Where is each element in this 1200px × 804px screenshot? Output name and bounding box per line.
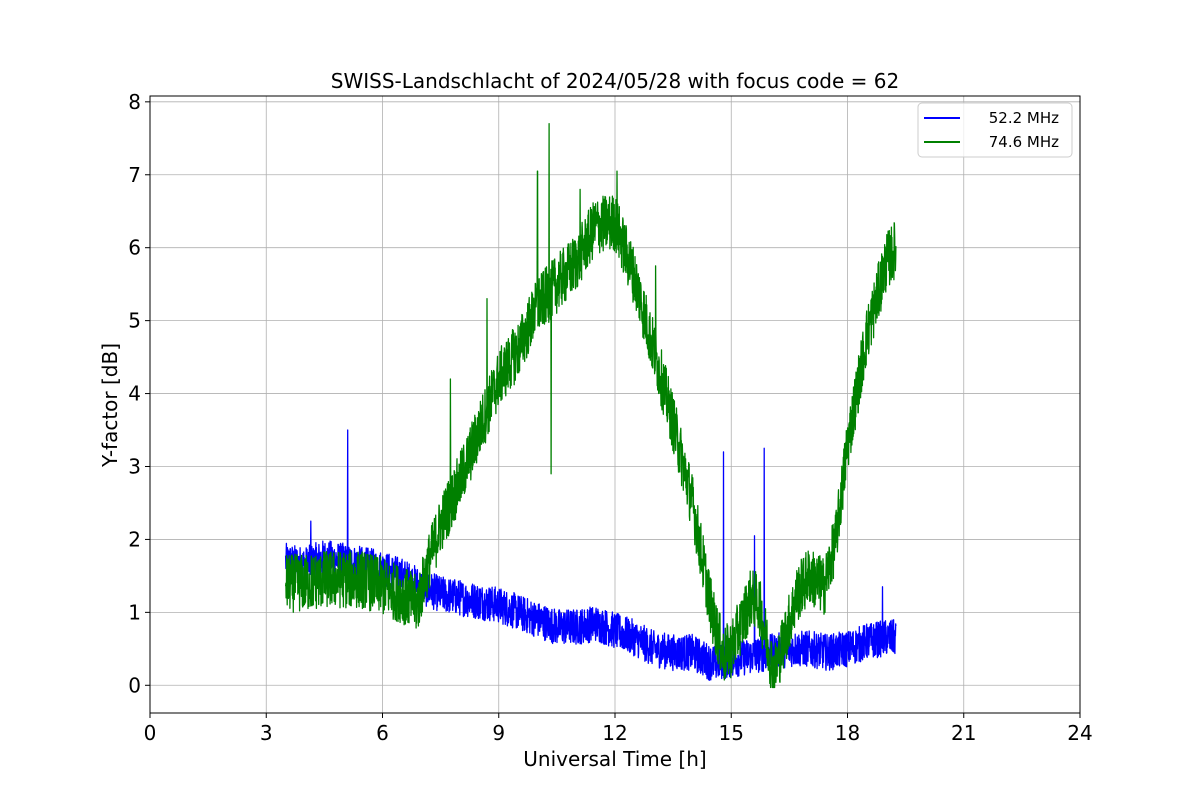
legend-label-52-mhz: 52.2 MHz [989,109,1059,127]
series-line-74-mhz [284,123,897,689]
y-tick-label: 3 [128,454,141,478]
y-axis-label: Y-factor [dB] [98,343,122,468]
x-tick-label: 6 [376,721,389,745]
y-tick-label: 7 [128,163,141,187]
y-tick-label: 0 [128,673,141,697]
y-tick-label: 5 [128,309,141,333]
y-tick-label: 6 [128,236,141,260]
x-tick-label: 3 [260,721,273,745]
chart-title: SWISS-Landschlacht of 2024/05/28 with fo… [331,69,899,93]
x-tick-label: 24 [1067,721,1092,745]
x-tick-label: 15 [719,721,744,745]
y-tick-label: 1 [128,600,141,624]
legend-box [917,102,1073,158]
x-tick-label: 18 [835,721,860,745]
series-line-52-mhz [284,429,897,681]
y-tick-label: 8 [128,90,141,114]
y-tick-label: 2 [128,527,141,551]
legend: 52.2 MHz 74.6 MHz [917,102,1073,158]
x-tick-label: 0 [144,721,157,745]
x-axis-label: Universal Time [h] [523,747,706,771]
x-tick-label: 12 [602,721,627,745]
y-tick-label: 4 [128,382,141,406]
series-layer [284,123,897,689]
x-tick-label: 21 [951,721,976,745]
x-tick-label: 9 [492,721,505,745]
legend-label-74-mhz: 74.6 MHz [989,133,1059,151]
